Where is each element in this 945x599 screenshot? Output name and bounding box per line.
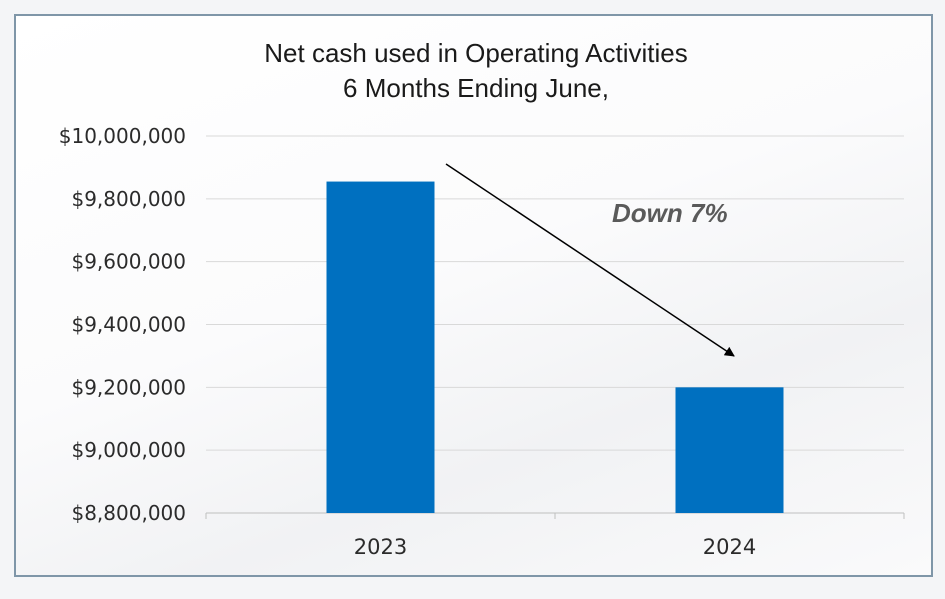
y-tick-label: $9,000,000 — [71, 438, 186, 462]
annotation-label: Down 7% — [612, 198, 728, 228]
y-tick-label: $10,000,000 — [59, 124, 186, 148]
annotation: Down 7% — [445, 163, 735, 357]
y-tick-label: $9,200,000 — [71, 375, 186, 399]
x-tick-label: 2024 — [703, 535, 756, 559]
y-tick-label: $9,800,000 — [71, 187, 186, 211]
gridlines — [205, 135, 905, 519]
chart-frame: Net cash used in Operating Activities 6 … — [14, 14, 933, 577]
down-arrow-icon — [445, 163, 735, 357]
bar-2023 — [326, 181, 435, 513]
y-tick-label: $8,800,000 — [71, 501, 186, 525]
bar-chart: Net cash used in Operating Activities 6 … — [59, 38, 905, 559]
bars — [326, 181, 784, 513]
chart-subtitle: 6 Months Ending June, — [343, 73, 609, 103]
x-axis-tick-labels: 2023 2024 — [354, 535, 756, 559]
bar-2024 — [675, 387, 784, 513]
x-tick-label: 2023 — [354, 535, 407, 559]
chart-title: Net cash used in Operating Activities — [264, 38, 687, 68]
y-axis-tick-labels: $10,000,000 $9,800,000 $9,600,000 $9,400,00… — [59, 124, 186, 525]
y-tick-label: $9,400,000 — [71, 313, 186, 337]
y-tick-label: $9,600,000 — [71, 250, 186, 274]
